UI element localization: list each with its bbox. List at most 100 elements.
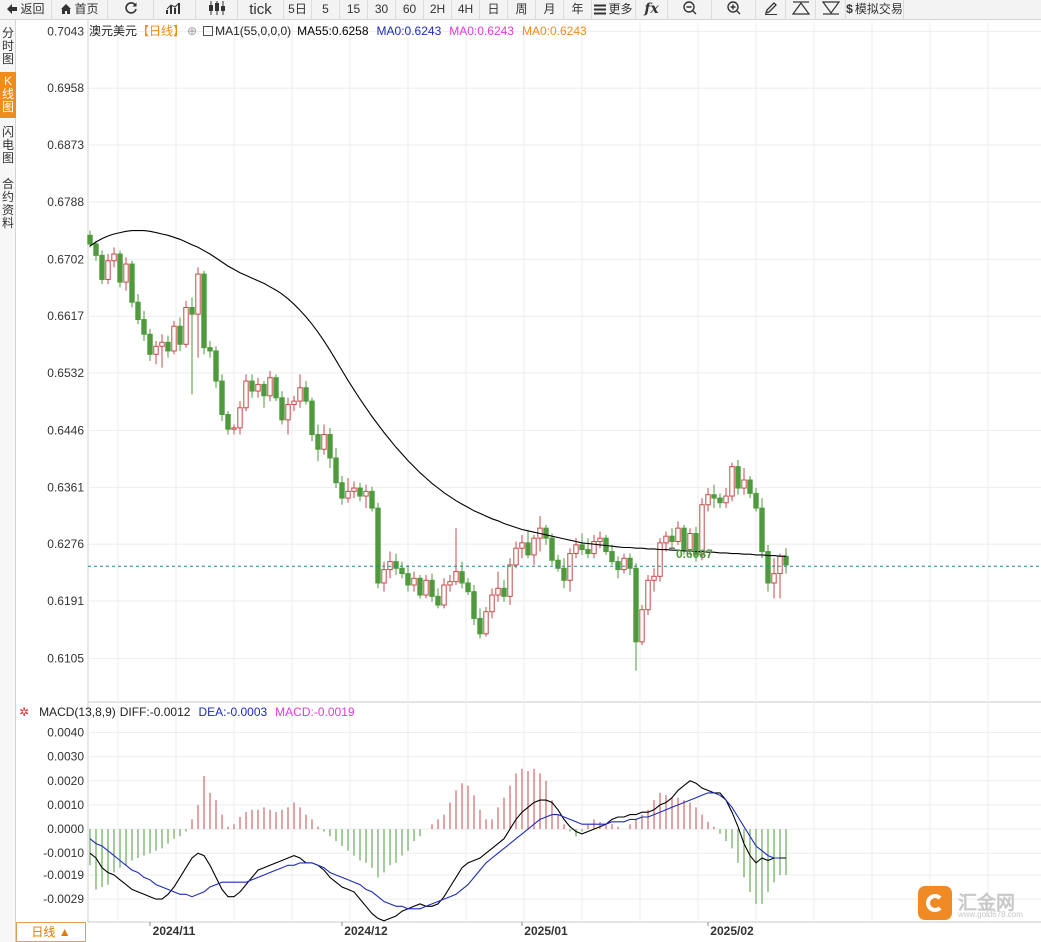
toolbar-item-label: 月 xyxy=(543,2,556,16)
triangle-up-icon xyxy=(791,1,810,16)
candle-body xyxy=(339,482,345,499)
candle-body xyxy=(477,617,483,635)
triangle-down-icon xyxy=(821,1,840,16)
candle-body xyxy=(747,479,753,494)
sidebar-tab-2[interactable]: 闪电图 xyxy=(1,125,14,165)
macd-name: MACD(13,8,9) xyxy=(39,705,116,719)
price-tick-label: 0.7043 xyxy=(47,24,84,38)
toolbar-item-label: 更多 xyxy=(608,2,633,16)
sidebar-tab-3[interactable]: 合约资料 xyxy=(1,177,14,230)
menu-lines-icon xyxy=(594,2,607,16)
candle-body xyxy=(171,325,177,352)
candle-body xyxy=(447,581,453,586)
sidebar-tab-1[interactable]: K线图 xyxy=(0,72,16,118)
toolbar-item-8[interactable]: 15 xyxy=(340,0,368,20)
candle-body xyxy=(651,575,657,581)
toolbar-item-6[interactable]: 5日 xyxy=(284,0,312,20)
indicator-box-icon[interactable] xyxy=(203,26,214,36)
candle-body xyxy=(663,535,669,544)
toolbar-item-9[interactable]: 30 xyxy=(368,0,396,20)
candle-body xyxy=(195,273,201,315)
toolbar-item-11[interactable]: 2H xyxy=(424,0,452,20)
toolbar-item-13[interactable]: 日 xyxy=(480,0,508,20)
candle-body xyxy=(453,571,459,583)
toolbar-item-17[interactable]: 更多 xyxy=(592,0,636,20)
price-tick-label: 0.6446 xyxy=(47,424,84,438)
candle-body xyxy=(231,427,237,430)
candle-body xyxy=(699,504,705,556)
toolbar-item-label: 年 xyxy=(571,2,584,16)
toolbar-item-20[interactable] xyxy=(712,0,756,20)
candle-body xyxy=(735,466,741,489)
candle-body xyxy=(507,564,513,597)
candle-body xyxy=(351,487,357,492)
candle-body xyxy=(261,383,267,397)
candle-body xyxy=(471,591,477,619)
toolbar-item-23[interactable] xyxy=(816,0,846,20)
candle-body xyxy=(135,301,141,321)
toolbar-item-7[interactable]: 5 xyxy=(312,0,340,20)
toolbar-item-19[interactable] xyxy=(668,0,712,20)
candle-body xyxy=(333,457,339,484)
macd-dea-line xyxy=(89,792,780,910)
candle-body xyxy=(111,253,117,262)
candle-body xyxy=(123,263,129,283)
candle-body xyxy=(345,490,351,499)
candle-body xyxy=(321,434,327,450)
toolbar-item-10[interactable]: 60 xyxy=(396,0,424,20)
candle-body xyxy=(363,490,369,497)
toolbar-item-2[interactable] xyxy=(108,0,154,20)
candle-body xyxy=(243,380,249,409)
period-selector-button[interactable]: 日线 ▲ xyxy=(16,922,86,942)
candle-body xyxy=(783,555,789,566)
macd-diff-line xyxy=(89,780,786,922)
toolbar-item-24[interactable]: $ 模拟交易 xyxy=(846,0,904,20)
candle-body xyxy=(687,533,693,551)
period-tag[interactable]: 【日线】 xyxy=(137,24,186,38)
toolbar-item-18[interactable]: fx xyxy=(636,0,668,20)
ma55-line xyxy=(89,230,786,557)
toolbar-item-1[interactable]: 首页 xyxy=(52,0,108,20)
macd-tick-label: -0.0019 xyxy=(43,868,84,882)
candle-body xyxy=(249,380,255,392)
symbol-name: 澳元美元 xyxy=(89,24,138,38)
toolbar-item-22[interactable] xyxy=(786,0,816,20)
candle-body xyxy=(129,263,135,303)
watermark-text: 汇金网 xyxy=(958,893,1016,914)
settings-icon[interactable]: ⊕ xyxy=(187,24,198,38)
toolbar-item-14[interactable]: 周 xyxy=(508,0,536,20)
candlestick-icon xyxy=(208,1,226,16)
macd-tick-label: 0.0030 xyxy=(47,750,84,764)
candle-body xyxy=(207,347,213,352)
toolbar-item-label: 日 xyxy=(487,2,500,16)
macd-tick-label: 0.0000 xyxy=(47,822,84,836)
ma55-value: MA55:0.6258 xyxy=(297,24,369,38)
toolbar-item-15[interactable]: 月 xyxy=(536,0,564,20)
candle-body xyxy=(693,533,699,556)
candle-body xyxy=(315,434,321,450)
date-tick-label: 2025/02 xyxy=(710,924,754,938)
candle-body xyxy=(501,587,507,597)
toolbar-item-0[interactable]: 返回 xyxy=(0,0,52,20)
bar-indicator-icon xyxy=(165,2,184,16)
toolbar-item-3[interactable] xyxy=(154,0,196,20)
candle-body xyxy=(465,582,471,593)
macd-settings-icon[interactable]: ✲ xyxy=(19,705,30,719)
toolbar-item-16[interactable]: 年 xyxy=(564,0,592,20)
candle-body xyxy=(741,479,747,489)
toolbar-item-4[interactable] xyxy=(196,0,238,20)
dollar-icon: $ xyxy=(846,2,853,16)
toolbar-item-5[interactable]: tick xyxy=(238,0,284,20)
candle-body xyxy=(675,527,681,543)
candle-body xyxy=(543,527,549,539)
candle-body xyxy=(777,555,783,575)
price-tick-label: 0.6361 xyxy=(47,480,84,494)
toolbar-item-21[interactable] xyxy=(756,0,786,20)
date-tick-label: 2025/01 xyxy=(524,924,568,938)
toolbar-item-12[interactable]: 4H xyxy=(452,0,480,20)
sidebar-tab-0[interactable]: 分时图 xyxy=(1,26,14,66)
refresh-icon xyxy=(124,2,138,16)
toolbar-item-label: 首页 xyxy=(74,2,99,16)
candle-body xyxy=(399,567,405,575)
